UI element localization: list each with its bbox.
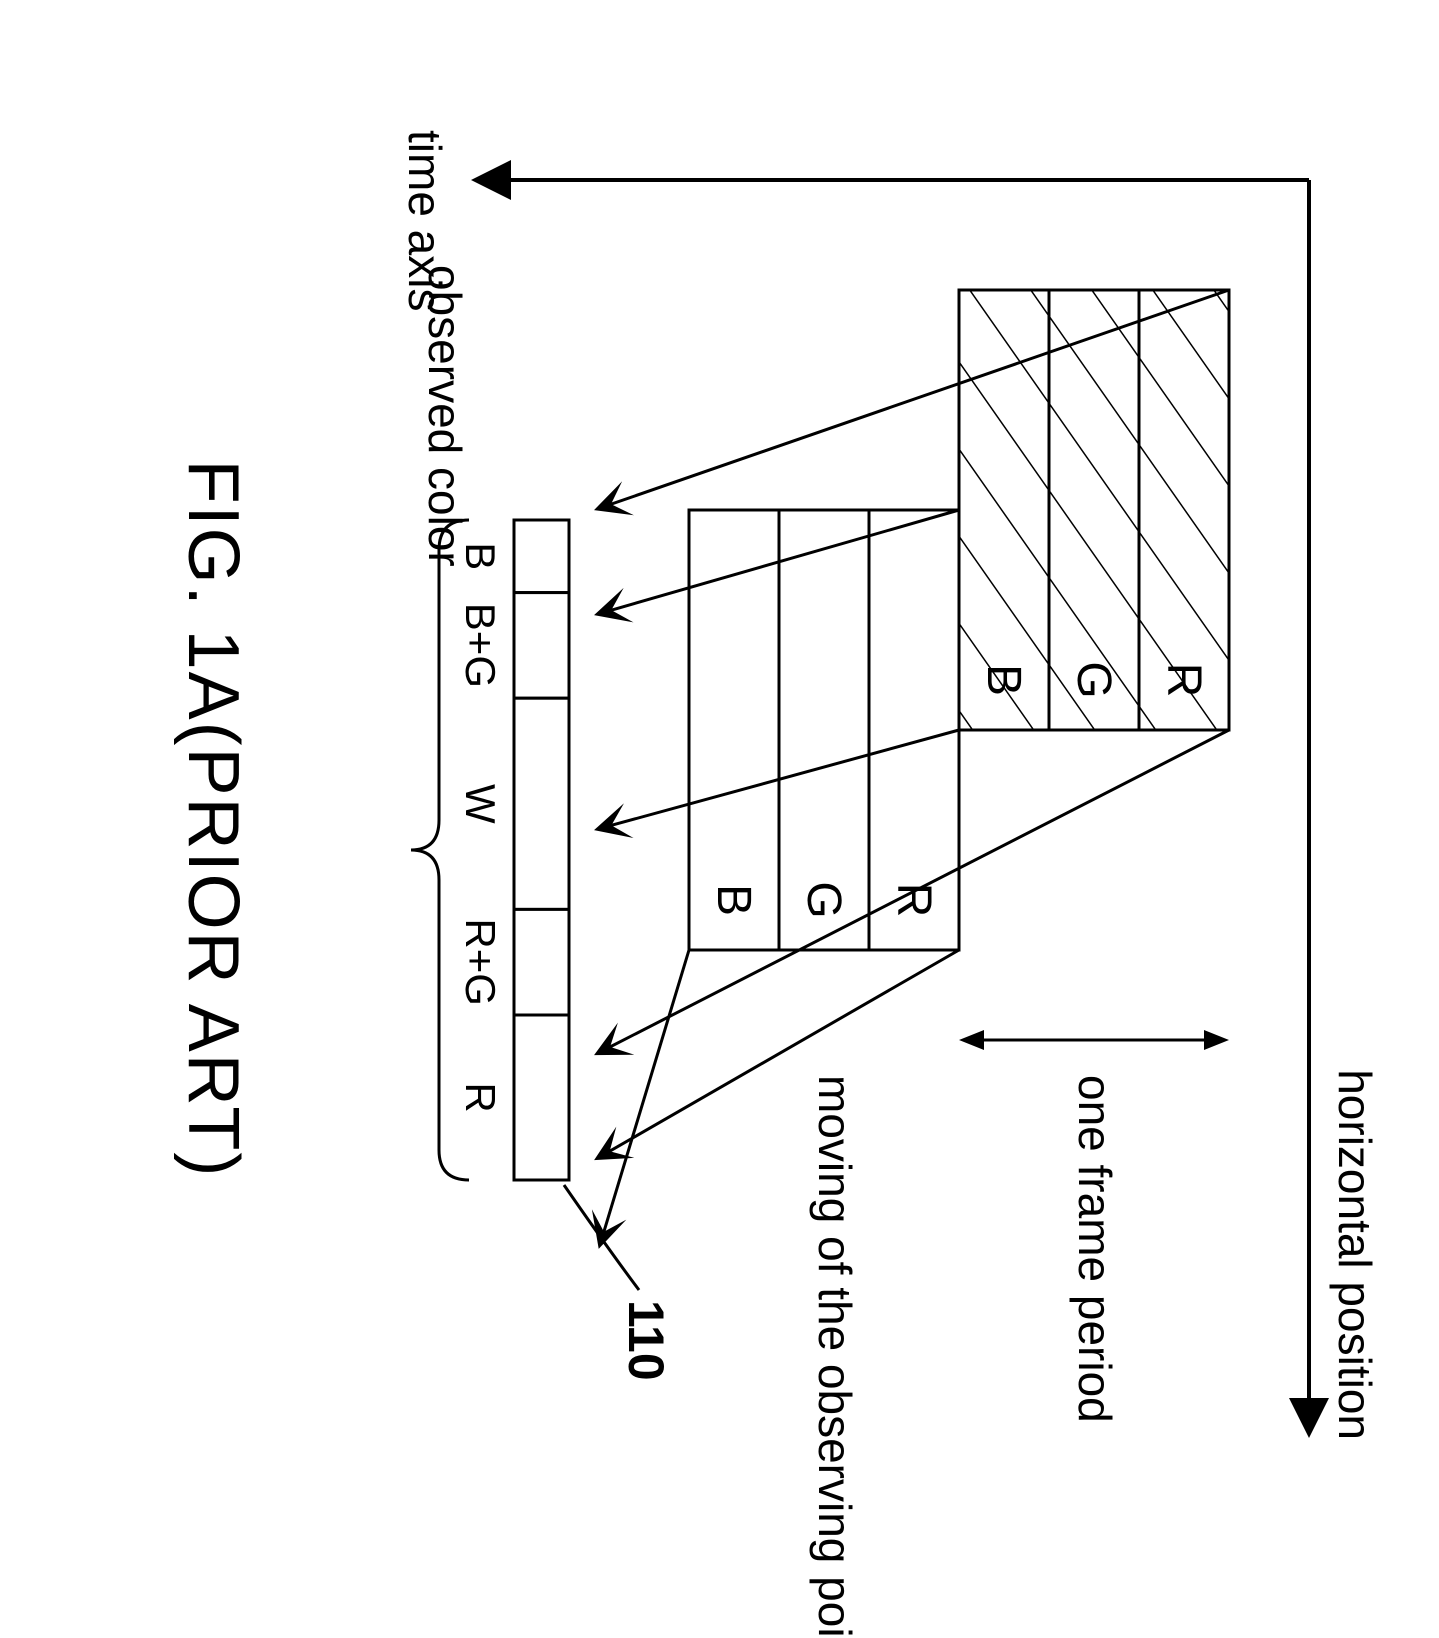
color-bar-label-w: W (457, 784, 504, 824)
frame1-label-g: G (1067, 661, 1120, 698)
frame1-label-r: R (1157, 663, 1210, 698)
frame-period-label: one frame period (1069, 1075, 1121, 1423)
rotated-wrapper: horizontal position time axis one frame … (0, 0, 1439, 1638)
color-bar-segment-b-g (514, 593, 569, 699)
frame-arrow-down (959, 1030, 984, 1050)
frame2-label-b: B (707, 884, 760, 916)
color-bar-label-b-g: B+G (457, 603, 504, 688)
frame1-label-b: B (977, 664, 1030, 696)
color-bar-segment-b (514, 520, 569, 593)
figure-label: FIG. 1A(PRIOR ART) (173, 460, 253, 1179)
frame2-label-g: G (797, 881, 850, 918)
figure-svg: horizontal position time axis one frame … (0, 0, 1439, 1638)
frame-blocks: RGBRGB (689, 290, 1229, 950)
color-bar-label-r-g: R+G (457, 918, 504, 1006)
color-bar: BB+GWR+GR (457, 520, 569, 1180)
color-bar-segment-r (514, 1015, 569, 1180)
color-bar-segment-r-g (514, 909, 569, 1015)
color-bar-segment-w (514, 698, 569, 909)
projection-arrow-4 (602, 950, 959, 1156)
observed-color-label: observed color (419, 265, 471, 567)
diagram-canvas: horizontal position time axis one frame … (0, 0, 1439, 1638)
callout-110: 110 (564, 1185, 674, 1381)
x-axis-label: horizontal position (1329, 1069, 1381, 1440)
frame-period-marker: one frame period (959, 1030, 1229, 1423)
projection-arrow-5 (601, 950, 689, 1240)
color-bar-label-r: R (457, 1082, 504, 1112)
frame-arrow-up (1204, 1030, 1229, 1050)
callout-leader (564, 1185, 639, 1290)
callout-number: 110 (618, 1300, 674, 1381)
observing-label: moving of the observing point (809, 1075, 861, 1638)
